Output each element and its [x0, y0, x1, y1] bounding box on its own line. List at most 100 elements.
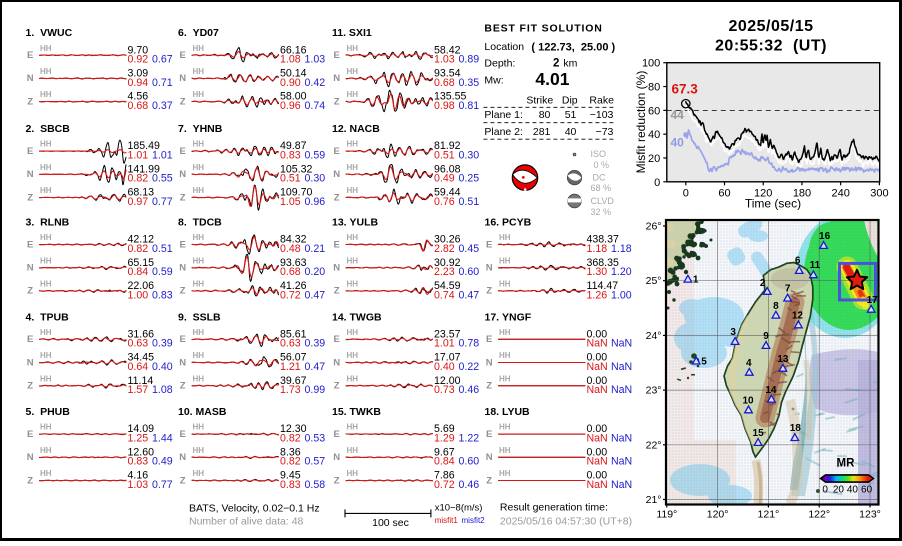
- svg-text:0.42: 0.42: [305, 77, 326, 89]
- svg-text:0.83: 0.83: [152, 289, 173, 301]
- svg-text:0.68: 0.68: [434, 77, 455, 89]
- svg-text:HH: HH: [193, 186, 205, 195]
- svg-text:HH: HH: [499, 374, 511, 383]
- svg-text:14. TWGB: 14. TWGB: [332, 311, 382, 323]
- svg-text:E: E: [180, 334, 186, 345]
- svg-text:Z: Z: [27, 96, 33, 107]
- svg-text:HH: HH: [499, 280, 511, 289]
- svg-text:HH: HH: [40, 328, 52, 337]
- svg-text:22°: 22°: [646, 439, 662, 451]
- svg-text:1.44: 1.44: [152, 433, 173, 445]
- svg-text:1.18: 1.18: [587, 243, 608, 255]
- svg-text:0.47: 0.47: [459, 289, 480, 301]
- svg-text:12.00: 12.00: [434, 375, 461, 387]
- svg-text:HH: HH: [40, 374, 52, 383]
- svg-text:E: E: [334, 429, 340, 440]
- svg-text:0.98: 0.98: [434, 100, 455, 112]
- svg-text:N: N: [27, 169, 34, 180]
- svg-text:HH: HH: [347, 163, 359, 172]
- svg-text:0.58: 0.58: [305, 479, 326, 491]
- svg-text:1. VWUC: 1. VWUC: [26, 27, 73, 39]
- svg-text:HH: HH: [40, 67, 52, 76]
- svg-text:N: N: [27, 73, 34, 84]
- svg-text:16: 16: [819, 231, 831, 242]
- svg-text:68.13: 68.13: [128, 187, 155, 199]
- svg-text:Z: Z: [27, 192, 33, 203]
- svg-text:18. LYUB: 18. LYUB: [485, 406, 531, 418]
- svg-text:0.00: 0.00: [587, 352, 608, 364]
- svg-text:HH: HH: [499, 328, 511, 337]
- svg-text:0.30: 0.30: [305, 173, 326, 185]
- svg-text:1.22: 1.22: [459, 433, 480, 445]
- svg-text:49.87: 49.87: [280, 140, 307, 152]
- svg-text:0.68: 0.68: [128, 100, 149, 112]
- svg-text:119°: 119°: [656, 508, 677, 520]
- svg-text:54.59: 54.59: [434, 280, 461, 292]
- svg-text:0.59: 0.59: [305, 150, 326, 162]
- svg-text:0.30: 0.30: [459, 150, 480, 162]
- svg-text:13: 13: [777, 354, 789, 365]
- svg-text:Z: Z: [27, 475, 33, 486]
- svg-text:HH: HH: [193, 469, 205, 478]
- svg-text:30.92: 30.92: [434, 257, 461, 269]
- svg-text:65.15: 65.15: [128, 257, 155, 269]
- svg-text:0.82: 0.82: [128, 173, 149, 185]
- svg-text:NaN: NaN: [611, 361, 632, 373]
- svg-text:185.49: 185.49: [128, 140, 161, 152]
- svg-text:281: 281: [533, 126, 551, 138]
- svg-text:4.01: 4.01: [535, 69, 569, 89]
- svg-text:2.82: 2.82: [434, 243, 455, 255]
- svg-text:Z: Z: [180, 381, 186, 392]
- svg-text:N: N: [179, 73, 186, 84]
- svg-text:0.74: 0.74: [434, 289, 455, 301]
- svg-text:32 %: 32 %: [591, 207, 612, 217]
- svg-text:9: 9: [763, 331, 769, 342]
- svg-text:0.46: 0.46: [459, 479, 480, 491]
- svg-text:0.53: 0.53: [305, 433, 326, 445]
- svg-text:300: 300: [870, 187, 888, 199]
- svg-text:0.45: 0.45: [459, 243, 480, 255]
- svg-text:E: E: [27, 146, 33, 157]
- svg-text:HH: HH: [499, 423, 511, 432]
- svg-text:E: E: [486, 239, 492, 250]
- svg-text:HH: HH: [40, 140, 52, 149]
- svg-text:NaN: NaN: [611, 384, 632, 396]
- svg-text:HH: HH: [40, 163, 52, 172]
- svg-text:40: 40: [648, 129, 660, 141]
- svg-text:0.84: 0.84: [434, 456, 455, 468]
- svg-text:30.26: 30.26: [434, 234, 461, 246]
- svg-text:26°: 26°: [646, 221, 662, 233]
- svg-text:HH: HH: [193, 280, 205, 289]
- svg-text:N: N: [179, 357, 186, 368]
- svg-text:10: 10: [742, 396, 754, 407]
- svg-text:20: 20: [648, 153, 660, 165]
- svg-text:81.92: 81.92: [434, 140, 461, 152]
- svg-text:23°: 23°: [646, 385, 662, 397]
- svg-text:0.49: 0.49: [152, 456, 173, 468]
- svg-text:0.82: 0.82: [128, 243, 149, 255]
- svg-text:1.08: 1.08: [280, 54, 301, 66]
- svg-text:N: N: [27, 452, 34, 463]
- svg-text:E: E: [486, 429, 492, 440]
- svg-text:1.00: 1.00: [611, 289, 632, 301]
- svg-text:N: N: [486, 263, 493, 274]
- svg-text:N: N: [179, 263, 186, 274]
- svg-text:Plane 1:: Plane 1:: [484, 109, 523, 121]
- svg-text:E: E: [180, 50, 186, 61]
- svg-text:1.05: 1.05: [280, 196, 301, 208]
- svg-text:14: 14: [765, 385, 777, 396]
- svg-text:1.30: 1.30: [587, 266, 608, 278]
- svg-text:0.82: 0.82: [280, 433, 301, 445]
- svg-text:9. SSLB: 9. SSLB: [178, 311, 221, 323]
- svg-text:80: 80: [648, 82, 660, 94]
- svg-text:1.25: 1.25: [128, 433, 149, 445]
- svg-text:24°: 24°: [646, 330, 662, 342]
- svg-text:Z: Z: [334, 96, 340, 107]
- svg-text:Depth:: Depth:: [484, 58, 515, 70]
- svg-text:Z: Z: [486, 286, 492, 297]
- svg-text:HH: HH: [193, 328, 205, 337]
- svg-text:12: 12: [792, 311, 804, 322]
- svg-text:0.37: 0.37: [152, 100, 173, 112]
- svg-text:51: 51: [565, 109, 577, 121]
- svg-text:1.01: 1.01: [152, 150, 173, 162]
